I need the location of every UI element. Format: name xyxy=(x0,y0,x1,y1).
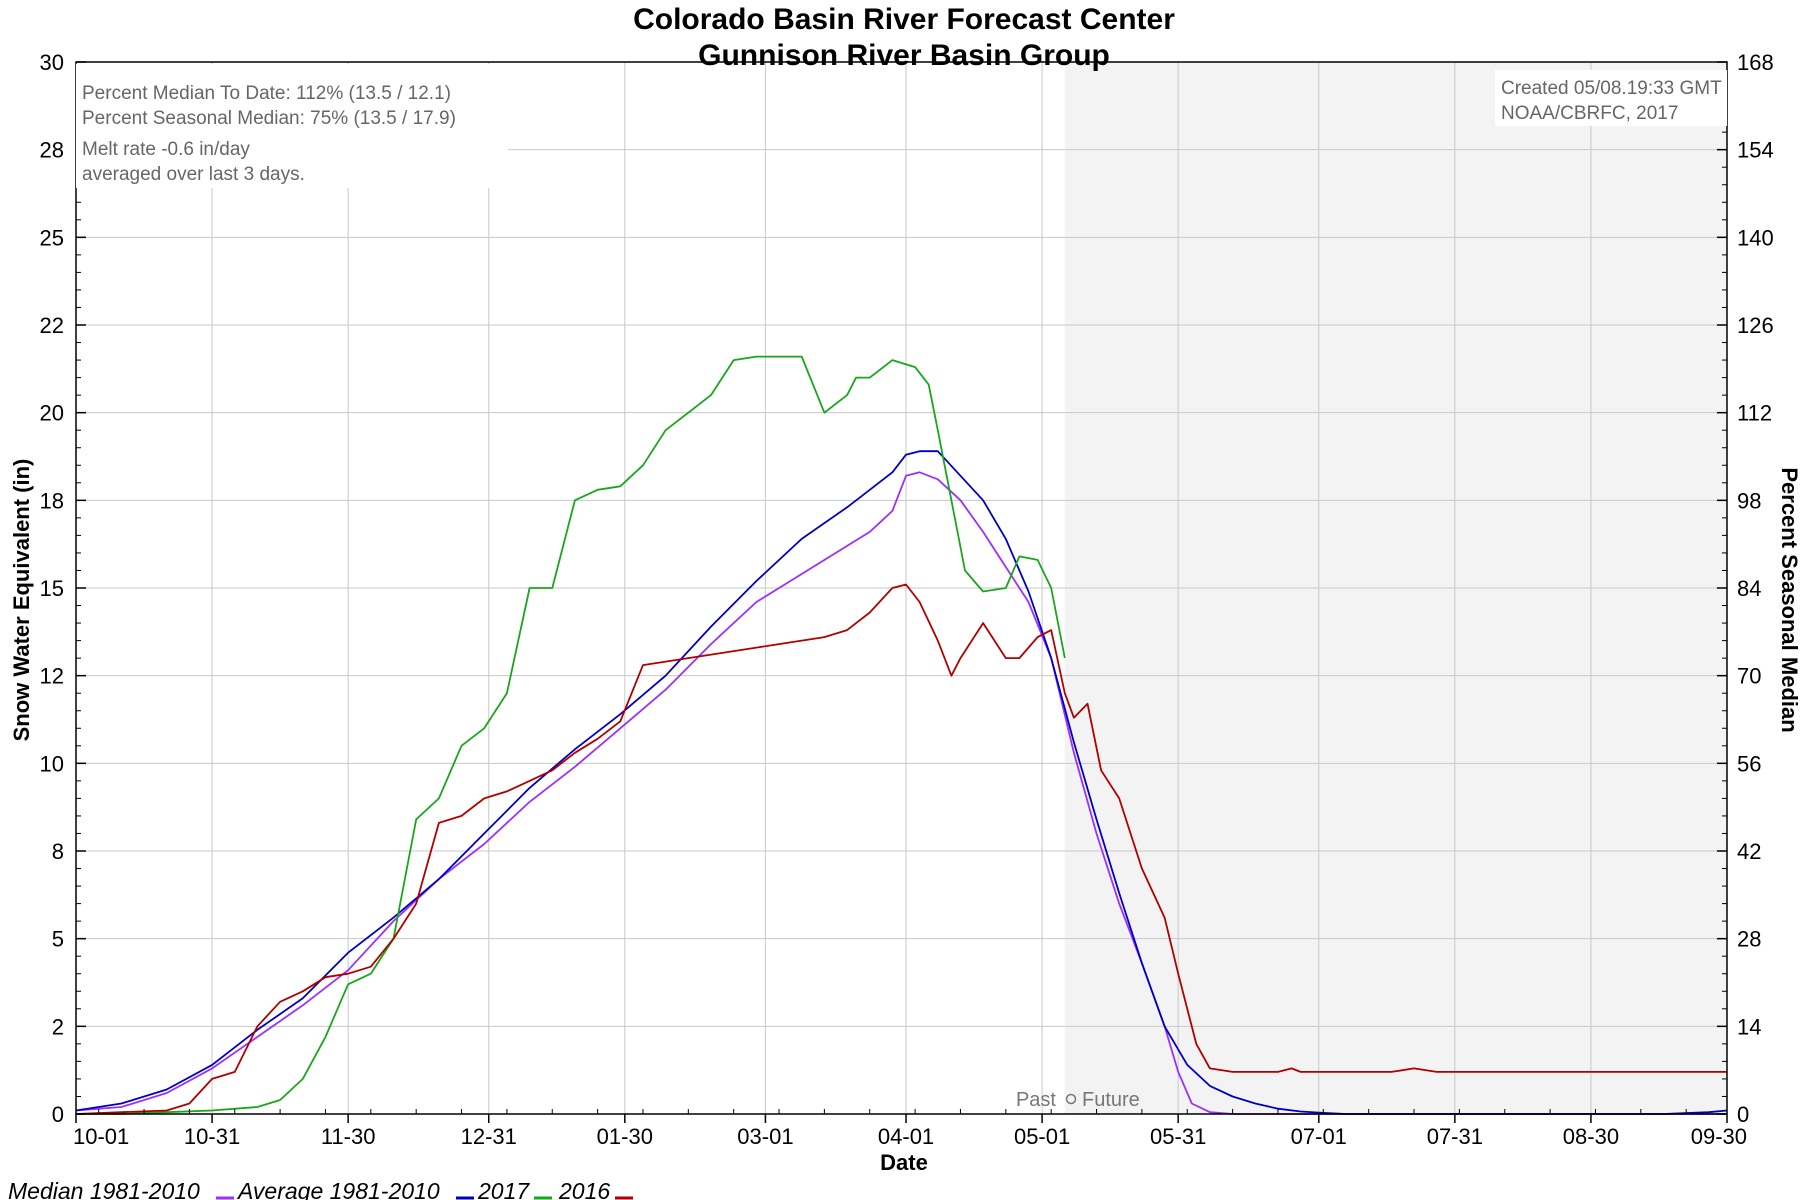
x-axis-ticks: 10-01 10-31 11-30 12-31 01-30 03-01 04-01 05-01… xyxy=(73,1114,1747,1149)
y-tick-label: 30 xyxy=(40,50,64,75)
y-tick-label: 0 xyxy=(52,1102,64,1127)
x-tick-label: 11-30 xyxy=(321,1124,376,1149)
y2-tick-label: 140 xyxy=(1737,225,1774,250)
gridlines xyxy=(76,62,1727,1114)
y2-tick-label: 154 xyxy=(1737,138,1774,163)
x-tick-label: 05-01 xyxy=(1014,1124,1070,1149)
x-tick-label: 07-01 xyxy=(1291,1124,1347,1149)
y2-tick-label: 42 xyxy=(1737,839,1761,864)
legend-label-2017: 2017 xyxy=(477,1178,530,1200)
legend-label-median: Median 1981-2010 xyxy=(8,1178,200,1200)
y2-tick-label: 84 xyxy=(1737,576,1761,601)
y-tick-label: 20 xyxy=(40,401,64,426)
legend-label-average: Average 1981-2010 xyxy=(236,1178,440,1200)
series-line-3 xyxy=(75,583,1727,1115)
x-tick-label: 12-31 xyxy=(461,1124,517,1149)
y-tick-label: 22 xyxy=(40,313,64,338)
info-box-background xyxy=(76,64,508,188)
y2-tick-label: 98 xyxy=(1737,488,1761,513)
y2-tick-label: 70 xyxy=(1737,664,1761,689)
y-tick-label: 8 xyxy=(52,839,64,864)
credit-text: NOAA/CBRFC, 2017 xyxy=(1501,103,1678,124)
y-tick-label: 15 xyxy=(40,576,64,601)
y2-axis-ticks: 0 14 28 42 56 70 84 98 112 126 140 154 168 xyxy=(1717,50,1774,1127)
percent-seasonal-text: Percent Seasonal Median: 75% (13.5 / 17.… xyxy=(82,108,456,129)
created-box-background xyxy=(1495,70,1727,126)
y2-axis-label: Percent Seasonal Median xyxy=(1777,467,1800,732)
future-label: Future xyxy=(1082,1089,1140,1111)
y2-tick-label: 112 xyxy=(1737,401,1772,426)
y2-tick-label: 14 xyxy=(1737,1014,1761,1039)
y-tick-label: 12 xyxy=(40,664,64,689)
created-text: Created 05/08.19:33 GMT xyxy=(1501,78,1722,99)
y2-tick-label: 28 xyxy=(1737,927,1761,952)
y-tick-label: 10 xyxy=(40,751,64,776)
x-tick-label: 01-30 xyxy=(597,1124,653,1149)
y2-tick-label: 168 xyxy=(1737,50,1774,75)
y-axis-label: Snow Water Equivalent (in) xyxy=(9,459,34,742)
past-future-divider-icon xyxy=(1065,1093,1077,1105)
y2-tick-label: 126 xyxy=(1737,313,1774,338)
x-tick-label: 09-30 xyxy=(1691,1124,1747,1149)
melt-rate-text: Melt rate -0.6 in/day xyxy=(82,139,250,160)
y2-tick-label: 0 xyxy=(1737,1102,1749,1127)
legend-label-2016: 2016 xyxy=(558,1178,610,1200)
percent-median-text: Percent Median To Date: 112% (13.5 / 12.… xyxy=(82,83,451,104)
x-tick-label: 10-31 xyxy=(184,1124,240,1149)
series-line-0 xyxy=(75,471,1727,1115)
series-line-1 xyxy=(75,450,1728,1115)
melt-rate-period-text: averaged over last 3 days. xyxy=(82,164,305,185)
x-tick-label: 07-31 xyxy=(1427,1124,1483,1149)
x-tick-label: 08-30 xyxy=(1563,1124,1619,1149)
x-tick-label: 05-31 xyxy=(1150,1124,1206,1149)
y-tick-label: 5 xyxy=(52,927,64,952)
x-tick-label: 03-01 xyxy=(737,1124,793,1149)
y-tick-label: 18 xyxy=(40,488,64,513)
series-line-2 xyxy=(76,355,1066,1115)
chart-subtitle: Gunnison River Basin Group xyxy=(698,39,1110,72)
x-axis-label: Date xyxy=(880,1150,928,1175)
past-label: Past xyxy=(1016,1089,1056,1111)
y-tick-label: 28 xyxy=(40,138,64,163)
y-tick-label: 25 xyxy=(40,225,64,250)
y-tick-label: 2 xyxy=(52,1014,64,1039)
x-tick-label: 04-01 xyxy=(878,1124,934,1149)
series-lines xyxy=(75,355,1728,1115)
chart-title: Colorado Basin River Forecast Center xyxy=(633,3,1175,36)
x-tick-label: 10-01 xyxy=(73,1124,129,1149)
legend: Median 1981-2010 Average 1981-2010 2017 … xyxy=(8,1178,633,1200)
y2-tick-label: 56 xyxy=(1737,751,1761,776)
